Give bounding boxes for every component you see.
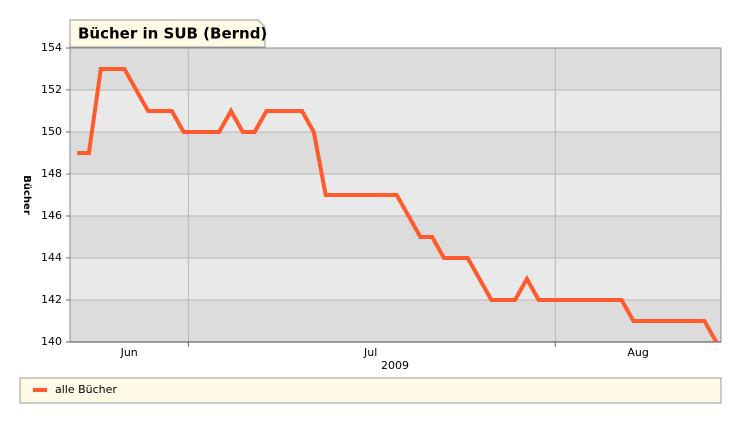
plot-band bbox=[70, 132, 721, 174]
legend bbox=[19, 377, 722, 404]
y-tick-label: 148 bbox=[41, 167, 62, 180]
y-tick-label: 140 bbox=[41, 335, 62, 348]
y-axis-label: Bücher bbox=[21, 175, 32, 215]
y-tick-label: 152 bbox=[41, 83, 62, 96]
y-tick-label: 146 bbox=[41, 209, 62, 222]
y-tick-label: 154 bbox=[41, 41, 62, 54]
legend-label: alle Bücher bbox=[55, 383, 117, 396]
y-tick-label: 150 bbox=[41, 125, 62, 138]
plot-band bbox=[70, 300, 721, 342]
y-tick-label: 142 bbox=[41, 293, 62, 306]
x-tick-label: Aug bbox=[627, 346, 648, 359]
x-tick-label: Jul bbox=[363, 346, 377, 359]
chart-title: Bücher in SUB (Bernd) bbox=[78, 25, 267, 43]
title-tab bbox=[69, 19, 266, 48]
plot-band bbox=[70, 216, 721, 258]
series-line bbox=[77, 67, 719, 342]
plot-band bbox=[70, 258, 721, 300]
x-tick-label: Jun bbox=[120, 346, 138, 359]
y-tick-label: 144 bbox=[41, 251, 62, 264]
x-axis-label: 2009 bbox=[381, 359, 409, 372]
plot-band bbox=[70, 48, 721, 90]
